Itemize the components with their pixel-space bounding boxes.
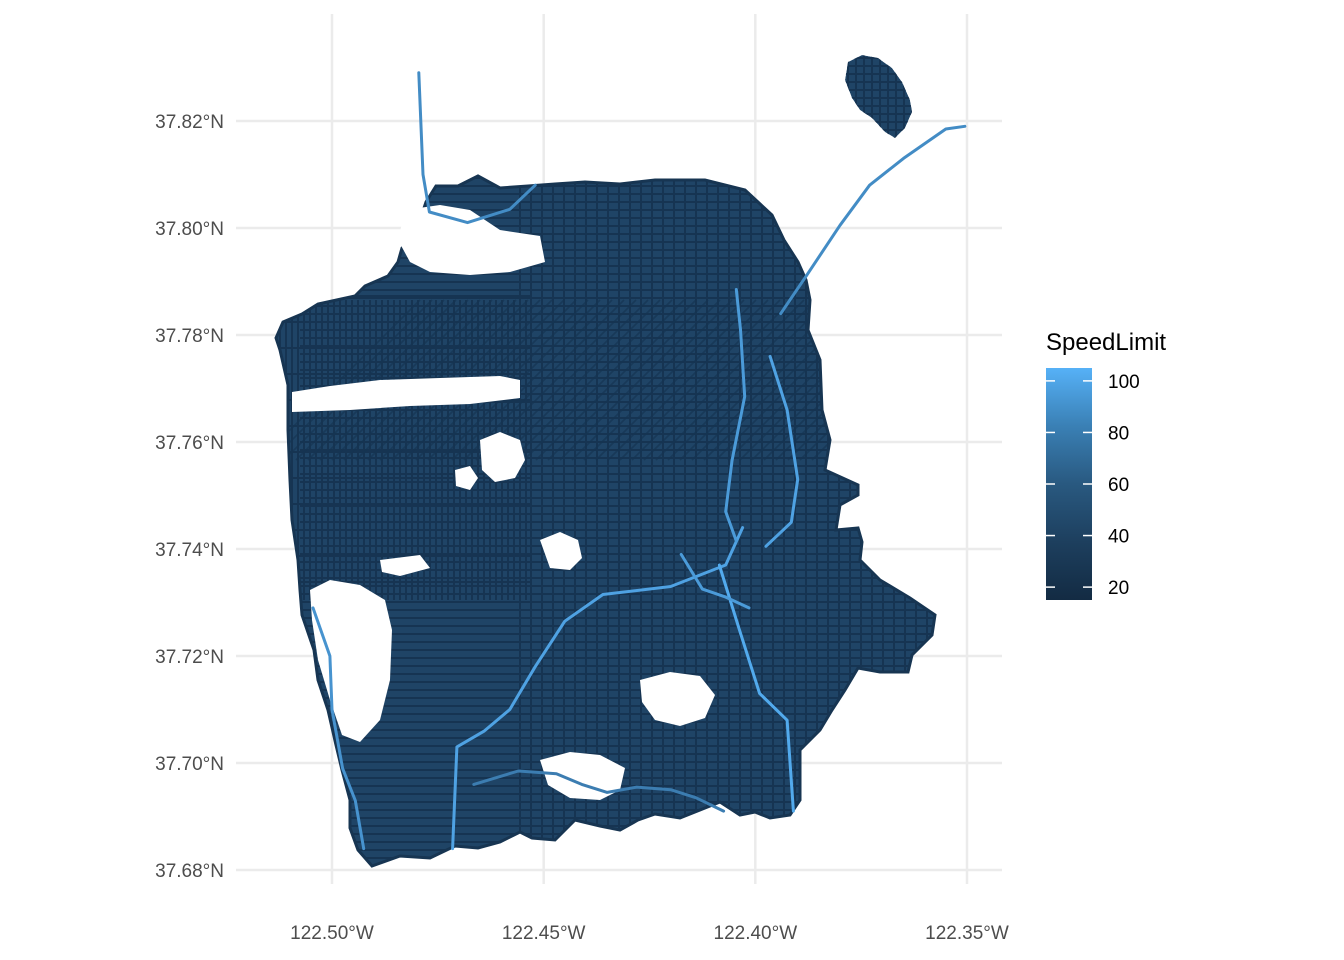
park-presidio xyxy=(398,205,545,275)
freeway-segment xyxy=(451,526,745,851)
park-mclaren xyxy=(640,672,715,726)
island-street-grid xyxy=(845,55,912,138)
park-stern-grove xyxy=(380,555,430,576)
park-areas xyxy=(292,205,715,800)
legend-ticks: 20 40 60 80 100 xyxy=(1046,372,1140,599)
y-tick-label: 37.78°N xyxy=(155,326,224,347)
freeway-segment xyxy=(764,354,800,548)
park-twin-peaks xyxy=(480,432,525,482)
speed-limit-legend: SpeedLimit 20 40 60 80 100 xyxy=(1046,329,1166,600)
freeway-network xyxy=(311,71,967,851)
park-glen xyxy=(540,532,582,570)
freeway-segment xyxy=(779,124,967,316)
freeway-segment xyxy=(679,552,751,610)
legend-label: 20 xyxy=(1108,578,1129,599)
freeway-segment xyxy=(311,606,366,851)
park-sutro xyxy=(455,466,478,490)
x-tick-label: 122.35°W xyxy=(925,923,1009,944)
y-tick-label: 37.82°N xyxy=(155,112,224,133)
x-tick-label: 122.40°W xyxy=(714,923,798,944)
city-outline xyxy=(274,174,937,868)
y-tick-label: 37.70°N xyxy=(155,754,224,775)
y-tick-label: 37.68°N xyxy=(155,861,224,882)
legend-label: 40 xyxy=(1108,527,1129,548)
y-tick-label: 37.76°N xyxy=(155,433,224,454)
legend-label: 80 xyxy=(1108,423,1129,444)
x-tick-label: 122.50°W xyxy=(290,923,374,944)
legend-label: 60 xyxy=(1108,475,1129,496)
x-tick-label: 122.45°W xyxy=(502,923,586,944)
freeway-segment xyxy=(724,288,747,543)
legend-label: 100 xyxy=(1108,372,1140,393)
freeway-segment xyxy=(472,769,726,813)
freeway-segment xyxy=(417,71,537,225)
street-network xyxy=(274,55,967,868)
freeway-segment xyxy=(717,563,795,813)
park-lake-merced xyxy=(310,580,392,742)
island-street-lines xyxy=(845,55,912,138)
park-candlestick xyxy=(540,752,625,800)
y-tick-label: 37.74°N xyxy=(155,540,224,561)
legend-title: SpeedLimit xyxy=(1046,329,1166,356)
park-golden-gate xyxy=(292,376,520,412)
axis-tick-labels: 122.50°W 122.45°W 122.40°W 122.35°W 37.68°N 3… xyxy=(155,112,1009,944)
y-tick-label: 37.80°N xyxy=(155,219,224,240)
y-tick-label: 37.72°N xyxy=(155,647,224,668)
